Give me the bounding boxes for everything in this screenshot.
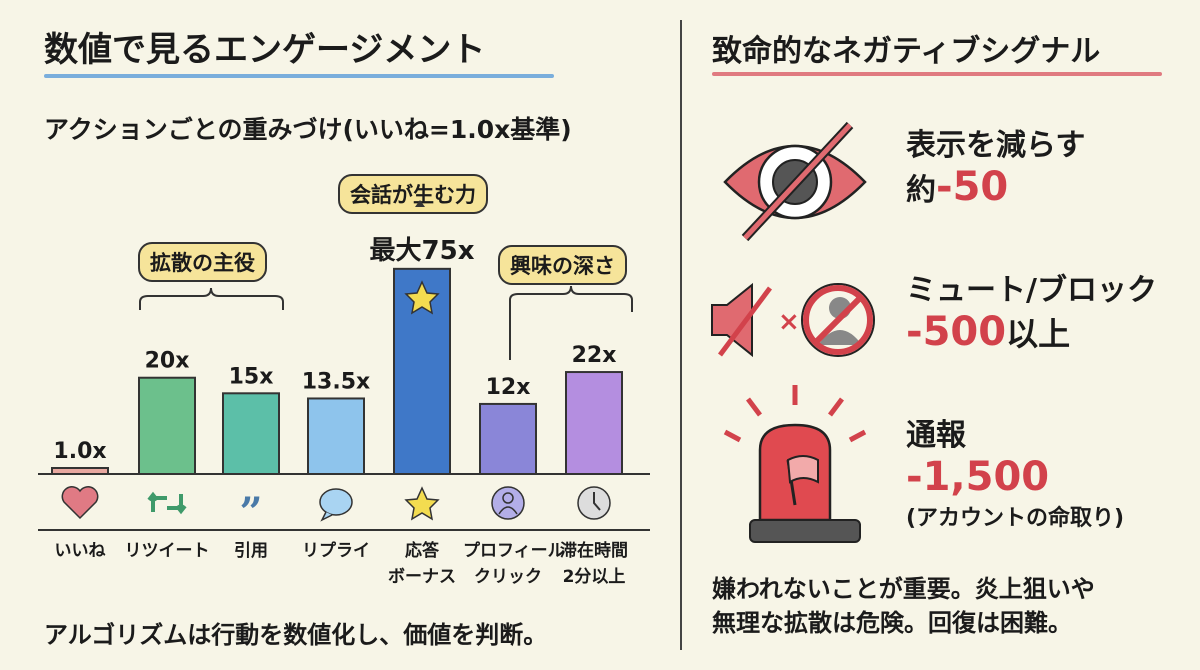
left-title-underline xyxy=(44,74,554,78)
reply-bubble-icon xyxy=(319,488,353,522)
vertical-divider xyxy=(680,20,682,650)
right-title-underline xyxy=(712,72,1162,76)
x-label-line: 引用 xyxy=(234,541,268,561)
right-footer-line-2: 無理な拡散は危険。回復は困難。 xyxy=(712,609,1072,637)
x-label-2: 引用 xyxy=(206,538,296,564)
negative-icons: × xyxy=(711,121,875,543)
signal-label: 通報 xyxy=(906,418,966,453)
x-label-line: リプライ xyxy=(302,541,370,561)
x-label-5: プロフィールクリック xyxy=(463,538,565,590)
chart-subtitle: アクションごとの重みづけ(いいね=1.0x基準) xyxy=(44,115,572,144)
heart-icon xyxy=(61,486,99,520)
negative-signal-1: ミュート/ブロック -500以上 xyxy=(906,265,1157,355)
x-label-6: 滞在時間 2分以上 xyxy=(549,538,639,590)
right-title: 致命的なネガティブシグナル xyxy=(712,34,1101,69)
left-footer: アルゴリズムは行動を数値化し、価値を判断。 xyxy=(44,621,548,649)
signal-value: 約-50 xyxy=(906,164,1085,210)
x-label-line: 2分以上 xyxy=(562,567,626,587)
bar-5 xyxy=(479,402,537,475)
bar-0 xyxy=(51,467,109,475)
bubble-interest: 興味の深さ xyxy=(498,245,627,285)
value-number: -1,500 xyxy=(906,454,1050,500)
data-label-6: 22x xyxy=(572,343,617,368)
x-label-line: いいね xyxy=(54,541,106,561)
profile-icon xyxy=(491,486,525,520)
hidden-eye-icon xyxy=(723,121,867,242)
data-label-4: 最大75x xyxy=(370,236,475,266)
signal-value: -500以上 xyxy=(906,309,1157,355)
value-prefix: 約 xyxy=(906,173,936,208)
x-label-3: リプライ xyxy=(291,538,381,564)
bar-6 xyxy=(565,371,623,476)
bar-2 xyxy=(222,392,280,475)
data-label-1: 20x xyxy=(145,349,190,374)
svg-text:×: × xyxy=(778,307,800,337)
bracket-interest xyxy=(509,285,633,360)
negative-signal-2: 通報 -1,500 (アカウントの命取り) xyxy=(906,410,1124,532)
value-number: -50 xyxy=(936,164,1009,210)
mute-block-icon: × xyxy=(711,282,875,358)
data-label-0: 1.0x xyxy=(53,439,106,464)
data-label-3: 13.5x xyxy=(302,369,370,394)
value-suffix: 以上 xyxy=(1006,315,1071,353)
report-siren-icon xyxy=(723,385,867,543)
x-label-line: リツイート xyxy=(124,541,210,561)
x-label-4: 応答 ボーナス xyxy=(377,538,467,590)
x-label-line: 応答 xyxy=(405,541,439,561)
x-label-line: 滞在時間 xyxy=(560,541,628,561)
signal-note: (アカウントの命取り) xyxy=(906,506,1125,531)
bar-star-icon xyxy=(404,280,440,315)
clock-icon xyxy=(577,486,611,520)
left-title: 数値で見るエンゲージメント xyxy=(44,30,486,70)
bar-3 xyxy=(307,397,365,476)
x-label-line: クリック xyxy=(474,567,542,587)
bubble-pointer xyxy=(415,200,425,207)
bar-chart: 1.0x 20x 15x ” 13.5x 最大75x 12x 22x xyxy=(38,200,650,536)
data-label-5: 12x xyxy=(486,375,531,400)
signal-label: 表示を減らす xyxy=(906,128,1086,163)
bracket-spread xyxy=(139,287,284,310)
data-label-2: 15x xyxy=(229,364,274,389)
bar-1 xyxy=(138,376,196,475)
x-label-line: プロフィール xyxy=(463,541,565,561)
retweet-icon xyxy=(147,491,187,515)
bubble-spread: 拡散の主役 xyxy=(138,242,267,282)
value-number: -500 xyxy=(906,309,1007,355)
x-label-0: いいね xyxy=(35,538,125,564)
negative-signal-0: 表示を減らす 約-50 xyxy=(906,120,1085,210)
right-footer-line-1: 嫌われないことが重要。炎上狙いや xyxy=(712,575,1095,603)
bubble-conversation: 会話が生む力 xyxy=(338,174,488,214)
svg-text:”: ” xyxy=(239,489,262,536)
quote-icon: ” xyxy=(239,489,262,536)
star-icon xyxy=(404,486,440,521)
signal-value: -1,500 xyxy=(906,454,1124,500)
x-label-line: ボーナス xyxy=(388,567,456,587)
signal-label: ミュート/ブロック xyxy=(906,273,1157,308)
x-label-1: リツイート xyxy=(122,538,212,564)
